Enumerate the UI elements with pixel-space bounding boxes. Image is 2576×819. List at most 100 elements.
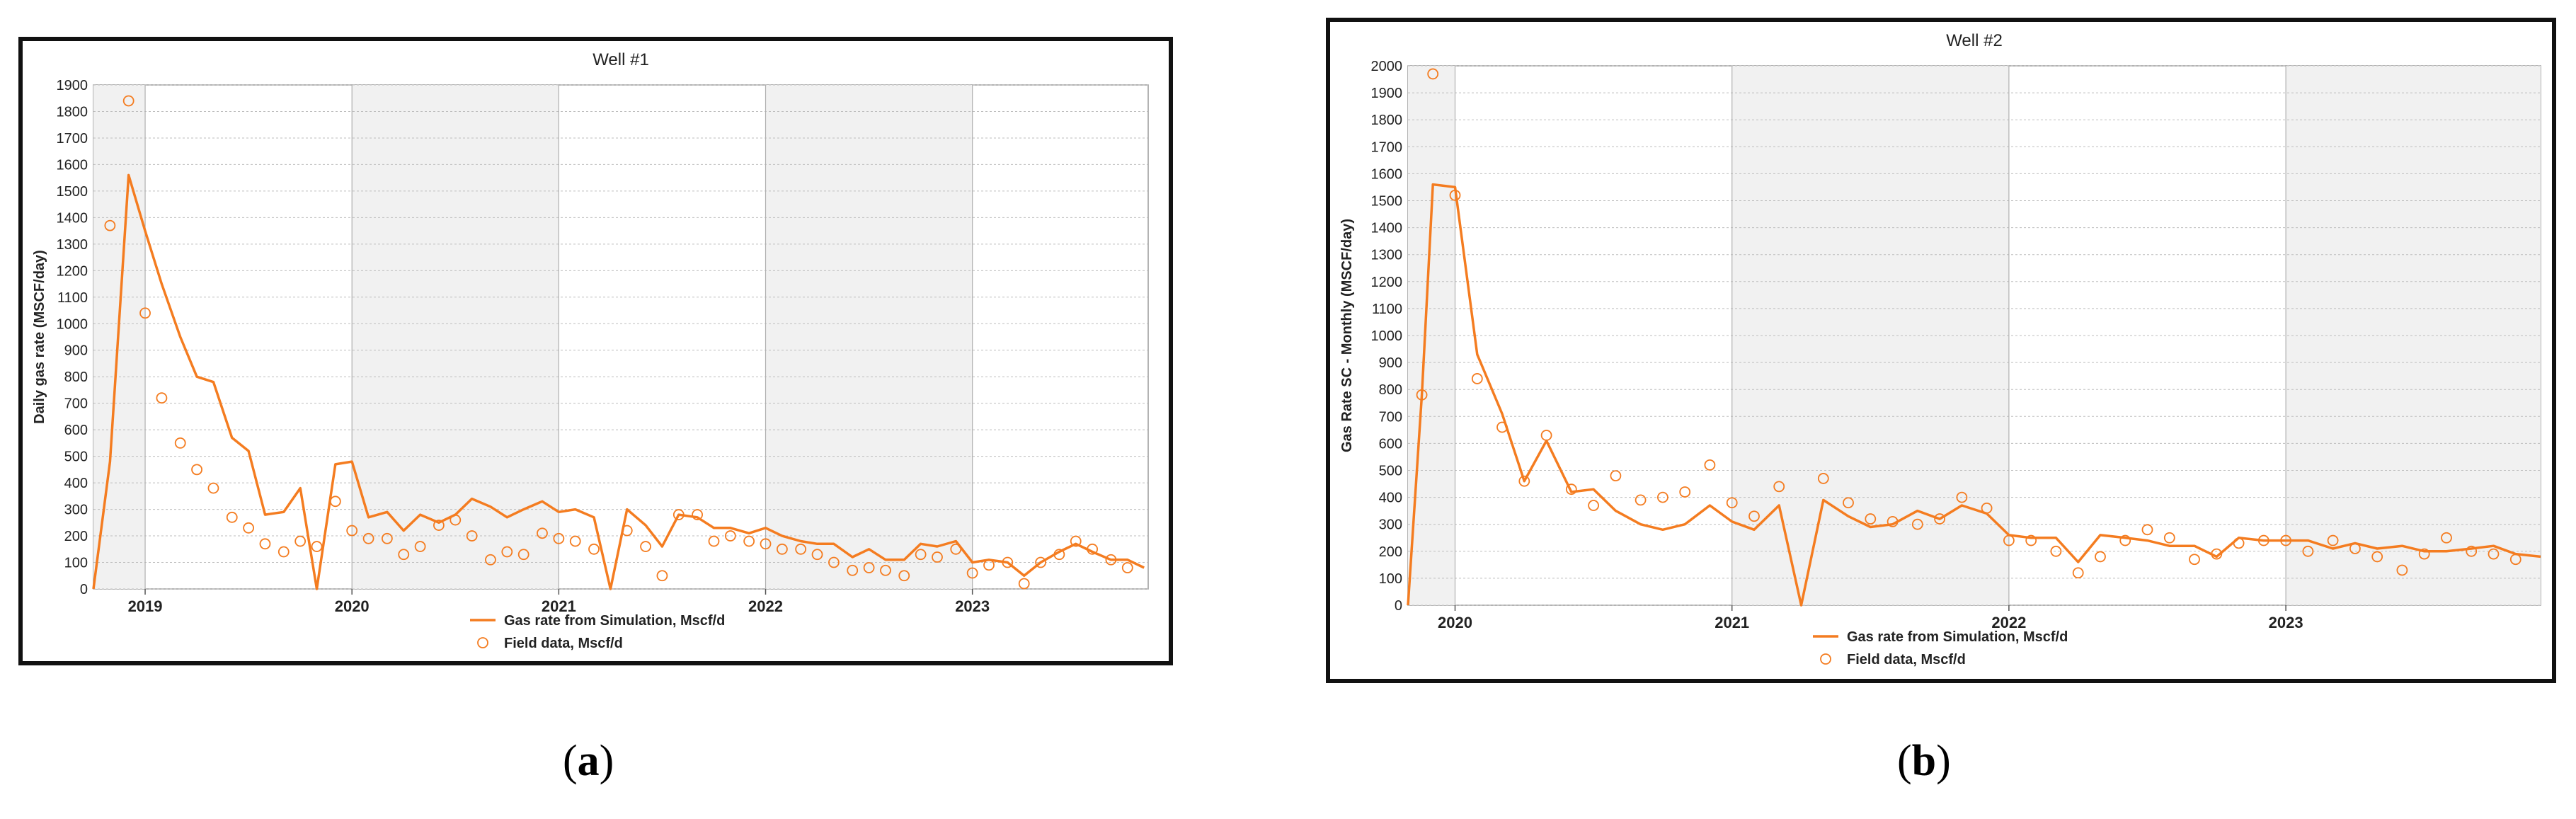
chart-1-field-data-point-21 (466, 530, 478, 542)
chart-2-field-data-point-0 (1416, 389, 1428, 401)
chart-2-field-data-point-30 (2119, 534, 2131, 546)
chart-2-field-data-point-34 (2211, 548, 2223, 560)
chart-2-x-tick-label-2: 2022 (1991, 614, 2026, 631)
chart-1-y-tick-label-17: 1700 (57, 131, 88, 147)
chart-2-field-data-point-38 (2302, 545, 2314, 557)
chart-1-field-data-point-40 (811, 549, 823, 561)
chart-1-field-data-point-13 (329, 496, 341, 508)
chart-1-field-data-point-1 (122, 95, 134, 107)
chart-2-field-data-point-27 (2050, 545, 2062, 557)
chart-2-y-tick-label-0: 0 (1395, 598, 1402, 614)
chart-1-y-tick-label-5: 500 (64, 449, 88, 465)
chart-1-field-data-point-19 (433, 520, 445, 531)
chart-1-y-tick-label-13: 1300 (57, 237, 88, 253)
chart-1-field-data-point-30 (640, 541, 651, 552)
chart-1-field-data-point-28 (588, 543, 600, 555)
chart-2-field-data-point-23 (1956, 491, 1968, 503)
chart-1-field-data-point-49 (966, 567, 978, 579)
chart-2-field-data-point-18 (1843, 497, 1854, 509)
chart-1-plot-area (93, 84, 1149, 590)
chart-2-field-data-point-9 (1610, 470, 1622, 482)
chart-1-field-data-point-36 (743, 535, 755, 547)
chart-1-field-data-point-20 (450, 514, 462, 526)
chart-1-y-tick-label-7: 700 (64, 396, 88, 412)
chart-1-field-data-point-48 (950, 543, 962, 555)
chart-2-field-data-point-1 (1427, 68, 1439, 80)
chart-2-field-data-point-11 (1657, 491, 1668, 503)
chart-2-field-data-point-28 (2072, 567, 2084, 579)
chart-1-field-data-point-45 (898, 570, 910, 582)
panel-label-a-close: ) (599, 737, 614, 785)
chart-2-field-data-point-33 (2189, 554, 2200, 566)
chart-2-y-tick-label-2: 200 (1379, 544, 1402, 560)
chart-2-field-data-point-41 (2371, 551, 2383, 563)
chart-2-field-data-point-35 (2233, 537, 2245, 549)
chart-1-y-axis-label: Daily gas rate (MSCF/day) (32, 250, 47, 424)
chart-1-field-data-point-43 (863, 562, 875, 573)
chart-2-y-tick-label-6: 600 (1379, 436, 1402, 452)
chart-1-y-tick-label-19: 1900 (57, 78, 88, 93)
chart-1-field-data-point-52 (1018, 578, 1030, 590)
chart-2-x-tick-label-3: 2023 (2269, 614, 2303, 631)
chart-2-legend-label-simulation: Gas rate from Simulation, Mscf/d (1847, 629, 2068, 645)
chart-2-field-data-point-20 (1887, 515, 1899, 527)
chart-2-y-tick-label-16: 1600 (1371, 166, 1403, 182)
chart-2-field-data-point-21 (1911, 518, 1923, 530)
chart-1-field-data-point-51 (1002, 556, 1014, 568)
chart-2-field-data-point-3 (1471, 373, 1483, 384)
chart-2-field-data-point-31 (2141, 524, 2153, 536)
chart-1-field-data-point-3 (156, 392, 168, 404)
chart-2-y-tick-label-13: 1300 (1371, 248, 1403, 263)
chart-1-y-tick-label-10: 1000 (57, 316, 88, 332)
chart-1-y-tick-label-2: 200 (64, 529, 88, 544)
chart-panel-well-2: Well #2 0 100 200 300 400 500 600 700 800 900 1000 1… (1326, 18, 2556, 683)
chart-1-y-tick-label-9: 900 (64, 343, 88, 359)
chart-1-field-data-point-10 (277, 546, 290, 558)
chart-1-field-data-point-24 (517, 549, 529, 561)
chart-1-shade-band-1 (352, 85, 559, 589)
chart-1-field-data-point-38 (776, 543, 788, 555)
chart-2-field-data-point-47 (2509, 554, 2521, 566)
chart-2-field-data-point-7 (1565, 483, 1577, 496)
panel-label-b-open: ( (1897, 737, 1912, 785)
chart-1-y-tick-label-8: 800 (64, 370, 88, 385)
chart-1-y-tick-label-12: 1200 (57, 263, 88, 279)
chart-well-1: Well #1 0 100 200 300 400 500 600 700 800 900 1000 1… (32, 50, 1149, 651)
chart-2-y-tick-label-14: 1400 (1371, 221, 1403, 236)
chart-1-field-data-point-14 (346, 525, 358, 537)
chart-1-legend-label-field: Field data, Mscf/d (504, 636, 623, 651)
chart-well-2: Well #2 0 100 200 300 400 500 600 700 800 900 1000 1… (1339, 31, 2541, 668)
chart-1-field-data-point-53 (1035, 556, 1046, 568)
chart-2-field-data-point-15 (1748, 510, 1760, 522)
chart-1-field-data-point-27 (569, 535, 581, 547)
chart-1-shade-band-2 (765, 85, 973, 589)
chart-1-field-data-point-8 (243, 522, 255, 534)
chart-2-field-data-point-4 (1496, 421, 1508, 433)
chart-2-x-tick-label-0: 2020 (1438, 614, 1472, 631)
chart-2-y-tick-label-11: 1100 (1372, 302, 1402, 317)
chart-1-y-tick-label-0: 0 (80, 582, 88, 597)
chart-1-field-data-point-54 (1053, 549, 1065, 561)
chart-1-field-data-point-37 (760, 538, 772, 550)
chart-2-field-data-point-36 (2257, 534, 2269, 546)
chart-2-y-axis-label: Gas Rate SC - Monthly (MSCF/day) (1339, 219, 1355, 452)
chart-2-y-tick-label-5: 500 (1379, 464, 1402, 479)
chart-1-field-data-point-17 (398, 549, 410, 561)
panel-label-b: (b) (1897, 736, 1951, 786)
chart-2-field-data-point-44 (2441, 532, 2452, 544)
chart-1-field-data-point-0 (104, 219, 116, 231)
chart-2-field-data-point-29 (2095, 551, 2106, 563)
chart-1-field-data-point-4 (174, 437, 186, 449)
chart-1-field-data-point-35 (724, 530, 736, 542)
chart-1-field-data-point-57 (1105, 554, 1117, 566)
chart-2-y-tick-label-9: 900 (1379, 355, 1402, 371)
chart-2-field-data-point-26 (2025, 534, 2037, 546)
chart-1-field-data-point-15 (362, 532, 374, 544)
chart-2-field-data-point-17 (1817, 473, 1829, 484)
chart-2-field-data-point-25 (2003, 534, 2015, 546)
chart-1-x-tick-label-4: 2023 (955, 597, 990, 615)
chart-2-title: Well #2 (1946, 31, 2003, 50)
chart-1-y-tick-label-16: 1600 (57, 157, 88, 173)
chart-1-field-data-point-46 (915, 549, 927, 561)
chart-1-y-tick-label-18: 1800 (57, 104, 88, 120)
